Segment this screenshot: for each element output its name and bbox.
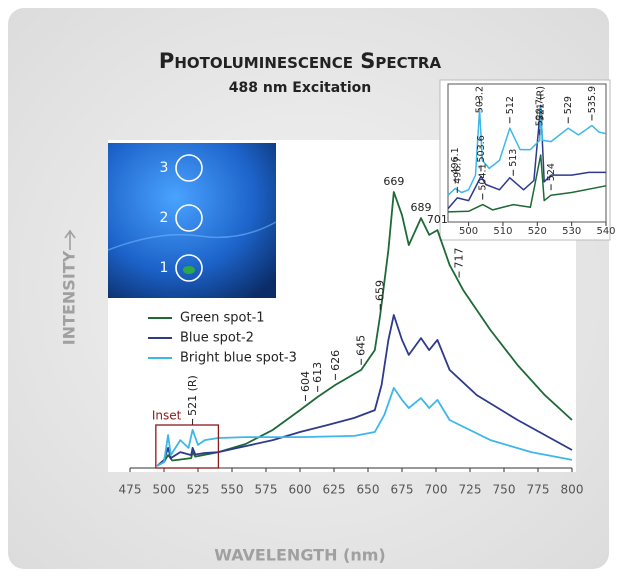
series-line bbox=[447, 107, 607, 196]
photo-label: 2 bbox=[160, 210, 169, 226]
photo-label: 1 bbox=[160, 260, 169, 276]
x-tick-label: 725 bbox=[459, 483, 482, 497]
series-line bbox=[447, 104, 606, 210]
x-axis-title: WAVELENGTH (nm) bbox=[214, 546, 385, 565]
peak-label: 535.9 bbox=[587, 86, 598, 113]
peak-label: 717 bbox=[453, 248, 466, 269]
y-axis-arrow bbox=[64, 229, 76, 250]
x-tick-label: 800 bbox=[561, 483, 584, 497]
x-tick-label: 575 bbox=[255, 483, 278, 497]
series-line bbox=[447, 154, 607, 213]
peak-label: 529 bbox=[563, 96, 574, 114]
legend-label: Bright blue spot-3 bbox=[180, 351, 297, 366]
x-tick-label: 500 bbox=[459, 226, 478, 237]
photo-circle bbox=[175, 204, 203, 232]
x-tick-label: 500 bbox=[153, 483, 176, 497]
peak-label: 496.7 bbox=[452, 157, 463, 184]
peak-label: 669 bbox=[383, 175, 404, 188]
x-tick-label: 525 bbox=[187, 483, 210, 497]
x-tick-label: 750 bbox=[493, 483, 516, 497]
peak-label: 521 (R) bbox=[186, 375, 199, 416]
peak-label: 524 bbox=[546, 163, 557, 181]
x-tick-label: 650 bbox=[357, 483, 380, 497]
peak-label: 513 bbox=[508, 149, 519, 167]
legend-label: Blue spot-2 bbox=[180, 331, 254, 346]
peak-label: 496.1 bbox=[450, 147, 461, 174]
series-line bbox=[156, 191, 573, 467]
peak-label: 512 bbox=[505, 96, 516, 114]
inset-region bbox=[155, 424, 220, 469]
inset-frame bbox=[447, 83, 607, 223]
x-tick-label: 530 bbox=[562, 226, 581, 237]
x-tick-label: 510 bbox=[493, 226, 512, 237]
x-tick-label: 550 bbox=[221, 483, 244, 497]
x-tick-label: 700 bbox=[425, 483, 448, 497]
series-line bbox=[156, 387, 573, 467]
x-tick-label: 475 bbox=[119, 483, 142, 497]
x-tick-label: 600 bbox=[289, 483, 312, 497]
chart-subtitle: 488 nm Excitation bbox=[229, 80, 371, 96]
legend-label: Green spot-1 bbox=[180, 311, 265, 326]
peak-label: 645 bbox=[355, 335, 368, 356]
y-axis-title: INTENSITY bbox=[60, 250, 79, 345]
series-line bbox=[156, 314, 573, 467]
peak-label: 520.7 bbox=[535, 99, 546, 126]
peak-label: 503.6 bbox=[476, 135, 487, 162]
photo-facet bbox=[107, 221, 277, 251]
photo-circle bbox=[175, 154, 203, 182]
peak-label: 689 bbox=[411, 201, 432, 214]
photo bbox=[107, 143, 277, 298]
inset-panel bbox=[439, 79, 611, 241]
x-tick-label: 625 bbox=[323, 483, 346, 497]
x-tick-label: 540 bbox=[596, 226, 615, 237]
chart-title: Photoluminescence Spectra bbox=[159, 49, 442, 73]
peak-label: 613 bbox=[311, 362, 324, 383]
peak-label: 659 bbox=[374, 280, 387, 301]
x-tick-label: 775 bbox=[527, 483, 550, 497]
peak-label: 521 (R) bbox=[536, 86, 547, 121]
x-tick-label: 520 bbox=[528, 226, 547, 237]
photo-green-spot bbox=[183, 266, 195, 274]
peak-label: 604 bbox=[299, 371, 312, 392]
inset-label: Inset bbox=[152, 409, 182, 423]
peak-label: 504.1 bbox=[478, 163, 489, 190]
photo-label: 3 bbox=[160, 160, 169, 176]
x-tick-label: 675 bbox=[391, 483, 414, 497]
peak-label: 503.2 bbox=[475, 86, 486, 113]
photo-circle bbox=[175, 254, 203, 282]
peak-label: 701 bbox=[427, 213, 448, 226]
photo-image bbox=[108, 143, 276, 298]
peak-label: 626 bbox=[329, 350, 342, 371]
